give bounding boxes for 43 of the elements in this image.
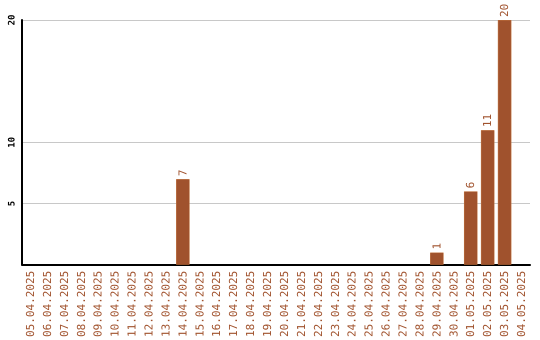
- x-tick-label: 25.04.2025: [362, 270, 376, 338]
- y-tick-label: 10: [8, 136, 18, 148]
- x-tick-label: 20.04.2025: [278, 270, 291, 338]
- x-tick-label: 12.04.2025: [142, 270, 156, 338]
- x-tick-label: 28.04.2025: [413, 270, 426, 338]
- x-tick-label: 07.04.2025: [58, 270, 71, 338]
- data-label: 7: [176, 169, 190, 176]
- x-tick-label: 09.04.2025: [92, 270, 105, 338]
- bar: [480, 130, 494, 265]
- x-tick-label: 15.04.2025: [193, 270, 206, 338]
- bar: [176, 179, 190, 265]
- y-tick-label: 20: [8, 14, 18, 26]
- x-tick-label: 04.05.2025: [515, 270, 528, 338]
- x-tick-label: 05.04.2025: [24, 270, 37, 338]
- x-tick-label: 03.05.2025: [498, 270, 512, 338]
- bar: [464, 191, 478, 265]
- x-tick-label: 22.04.2025: [312, 270, 325, 338]
- x-tick-label: 17.04.2025: [227, 270, 240, 338]
- x-tick-label: 30.04.2025: [447, 270, 460, 338]
- data-label: 11: [481, 114, 494, 128]
- x-tick-label: 11.04.2025: [126, 270, 139, 338]
- x-tick-label: 06.04.2025: [40, 270, 54, 338]
- x-tick-label: 23.04.2025: [328, 270, 342, 338]
- data-label: 20: [498, 4, 512, 17]
- x-tick-label: 02.05.2025: [481, 270, 494, 338]
- y-tick-label: 5: [8, 200, 18, 206]
- data-label: 6: [464, 182, 478, 188]
- bar: [430, 252, 444, 265]
- x-tick-label: 19.04.2025: [261, 270, 274, 338]
- data-label: 1: [430, 242, 444, 250]
- x-tick-label: 24.04.2025: [346, 270, 359, 338]
- x-tick-label: 21.04.2025: [294, 270, 308, 338]
- x-tick-label: 01.05.2025: [464, 270, 478, 338]
- x-tick-label: 26.04.2025: [380, 270, 393, 338]
- bar: [498, 20, 512, 265]
- x-tick-label: 18.04.2025: [244, 270, 258, 338]
- x-tick-label: 29.04.2025: [430, 270, 444, 338]
- x-tick-label: 16.04.2025: [210, 270, 224, 338]
- x-tick-label: 14.04.2025: [176, 270, 190, 338]
- x-tick-label: 10.04.2025: [108, 270, 122, 338]
- x-tick-label: 08.04.2025: [74, 270, 88, 338]
- x-tick-label: 27.04.2025: [396, 270, 410, 338]
- x-tick-label: 13.04.2025: [159, 270, 172, 338]
